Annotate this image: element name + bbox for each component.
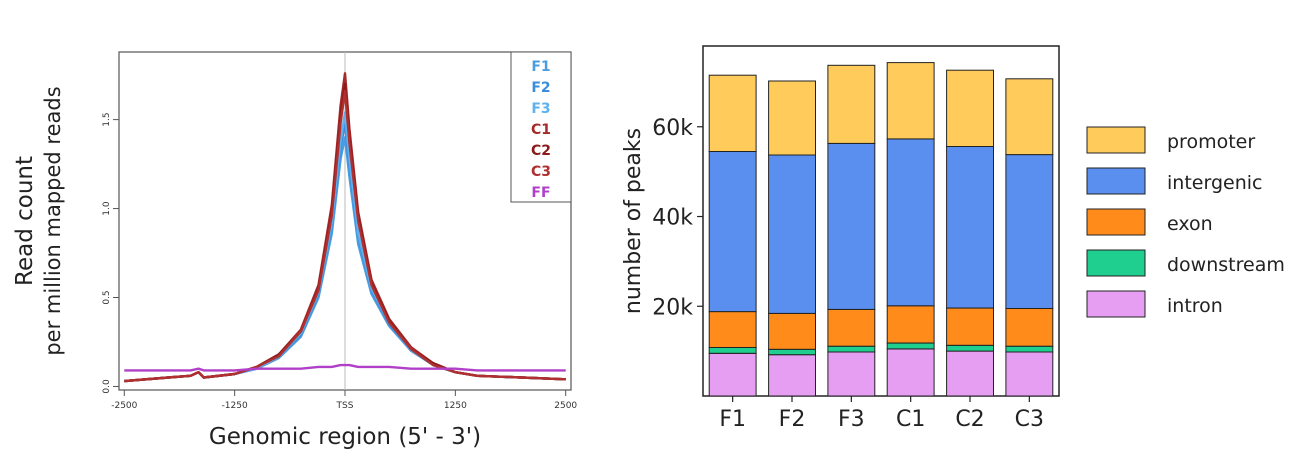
legend-swatch-intron <box>1086 290 1146 318</box>
y-tick-label: 0.5 <box>102 290 112 304</box>
bar-x-tick-label: F1 <box>719 407 746 432</box>
bar-f3-intergenic <box>827 142 876 310</box>
bar-x-tick-label: F3 <box>838 407 865 432</box>
y-tick-label: 1.5 <box>102 112 112 126</box>
bar-f3-promoter <box>827 64 876 144</box>
bar-f1-downstream <box>708 347 757 354</box>
bar-f2-exon <box>768 312 816 350</box>
bar-x-axis: F1 F2 F3 C1 C2 C3 <box>719 396 1044 432</box>
bar-f2-intergenic <box>768 154 816 314</box>
y-tick-label: 0.0 <box>102 379 112 394</box>
legend-label-intergenic: intergenic <box>1167 172 1262 194</box>
bar-y-tick-label: 20k <box>652 295 693 320</box>
bar-c1-intron <box>886 348 935 397</box>
bar-c2-promoter <box>946 69 994 147</box>
bar-y-tick-label: 60k <box>652 116 693 141</box>
bar-f1-intergenic <box>708 150 757 313</box>
line-legend: F1 F2 F3 C1 C2 C3 FF <box>510 51 572 203</box>
peaks-stacked-bar-chart: F1 F2 F3 C1 C2 C3 20k 40k 60k number of peaks p… <box>621 45 1285 432</box>
bar-c1-downstream <box>886 342 935 350</box>
bar-f1-intron <box>708 352 757 397</box>
y-axis: 0.0 0.5 1.0 1.5 <box>102 112 119 394</box>
bar-c2-downstream <box>946 344 994 352</box>
bar-stacks <box>708 62 1054 397</box>
bar-f1-promoter <box>708 74 757 152</box>
read-count-line-chart: -2500 -1250 TSS 1250 2500 0.0 0.5 1.0 1.5 Read … <box>12 51 577 450</box>
bar-f3-downstream <box>827 345 876 353</box>
legend-swatch-exon <box>1086 208 1146 236</box>
y-axis-title-line-1: Read count <box>12 156 38 286</box>
bar-f1-exon <box>708 311 757 349</box>
bar-f3-intron <box>827 351 876 397</box>
legend-label-intron: intron <box>1167 295 1223 317</box>
x-tick-label: TSS <box>336 401 354 411</box>
bar-y-axis: 20k 40k 60k <box>652 116 703 320</box>
bar-plot-frame <box>702 45 1060 397</box>
bar-x-tick-label: F2 <box>779 407 806 432</box>
bar-c1-promoter <box>886 62 935 140</box>
bar-c3-downstream <box>1005 345 1054 353</box>
x-axis: -2500 -1250 TSS 1250 2500 <box>111 390 577 411</box>
bar-f2-intron <box>768 354 816 397</box>
legend-label-c3: C3 <box>531 164 551 180</box>
x-axis-title: Genomic region (5' - 3') <box>209 424 481 450</box>
legend-label-f3: F3 <box>531 101 550 117</box>
legend-label-exon: exon <box>1167 213 1213 235</box>
y-axis-title-line-2: per million mapped reads <box>41 86 65 355</box>
y-tick-label: 1.0 <box>102 201 112 216</box>
bar-c3-intergenic <box>1005 154 1054 309</box>
x-tick-label: 2500 <box>554 401 577 411</box>
x-tick-label: -2500 <box>111 401 137 411</box>
bar-c2-exon <box>946 307 994 346</box>
legend-swatch-promoter <box>1086 126 1146 154</box>
bar-y-tick-label: 40k <box>652 206 693 231</box>
bar-f3-exon <box>827 308 876 347</box>
bar-x-tick-label: C2 <box>955 407 984 432</box>
line-legend-box <box>510 51 572 203</box>
bar-legend: promoter intergenic exon downstream intron <box>1086 126 1285 318</box>
bar-f2-downstream <box>768 348 816 356</box>
bar-c3-promoter <box>1005 78 1054 156</box>
legend-label-c2: C2 <box>531 143 551 159</box>
x-tick-label: 1250 <box>444 401 467 411</box>
legend-label-f2: F2 <box>531 80 550 96</box>
legend-label-ff: FF <box>531 185 550 201</box>
line-series-group <box>124 72 566 383</box>
series-line-ff <box>124 363 566 372</box>
bar-y-axis-title: number of peaks <box>621 128 646 314</box>
bar-f2-promoter <box>768 80 816 156</box>
bar-c3-intron <box>1005 351 1054 397</box>
legend-swatch-intergenic <box>1086 167 1146 195</box>
bar-x-tick-label: C1 <box>896 407 925 432</box>
legend-label-downstream: downstream <box>1167 254 1285 276</box>
legend-label-c1: C1 <box>531 122 551 138</box>
legend-label-f1: F1 <box>531 59 550 75</box>
bar-x-tick-label: C3 <box>1015 407 1044 432</box>
legend-label-promoter: promoter <box>1167 131 1255 153</box>
bar-c3-exon <box>1005 308 1054 347</box>
x-tick-label: -1250 <box>222 401 248 411</box>
bar-c2-intron <box>946 350 994 397</box>
bar-c1-exon <box>886 305 935 344</box>
series-line-c3 <box>124 89 566 383</box>
bar-c2-intergenic <box>946 146 994 309</box>
bar-c1-intergenic <box>886 138 935 307</box>
legend-swatch-downstream <box>1086 249 1146 277</box>
